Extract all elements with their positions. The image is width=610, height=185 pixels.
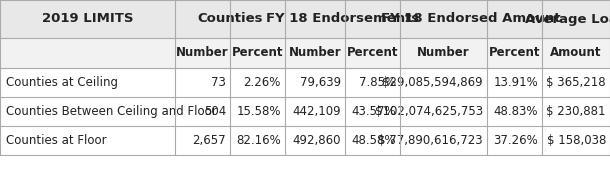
Bar: [400, 0, 542, 38]
Text: $ 158,038: $ 158,038: [547, 134, 606, 147]
Text: Average Loan: Average Loan: [525, 13, 610, 26]
Text: Percent: Percent: [346, 46, 398, 60]
Bar: [285, 0, 400, 38]
Text: 492,860: 492,860: [293, 134, 341, 147]
Text: $ 77,890,616,723: $ 77,890,616,723: [378, 134, 483, 147]
Text: 7.85%: 7.85%: [359, 76, 396, 89]
Text: Number: Number: [289, 46, 342, 60]
Text: 504: 504: [204, 105, 226, 118]
Bar: [0, 68, 610, 97]
Text: Counties: Counties: [197, 13, 263, 26]
Text: 2019 LIMITS: 2019 LIMITS: [41, 13, 133, 26]
Text: 79,639: 79,639: [300, 76, 341, 89]
Bar: [0, 38, 610, 68]
Text: Percent: Percent: [489, 46, 540, 60]
Text: FY 18 Endorsed Amount: FY 18 Endorsed Amount: [381, 13, 561, 26]
Bar: [175, 0, 285, 38]
Text: 2,657: 2,657: [192, 134, 226, 147]
Text: 43.57%: 43.57%: [351, 105, 396, 118]
Text: Number: Number: [417, 46, 470, 60]
Bar: [0, 126, 610, 155]
Bar: [542, 0, 610, 38]
Text: Percent: Percent: [232, 46, 283, 60]
Text: Counties Between Ceiling and Floor: Counties Between Ceiling and Floor: [6, 105, 217, 118]
Text: 37.26%: 37.26%: [493, 134, 538, 147]
Text: 13.91%: 13.91%: [493, 76, 538, 89]
Text: 442,109: 442,109: [292, 105, 341, 118]
Text: Amount: Amount: [550, 46, 601, 60]
Text: $ 365,218: $ 365,218: [547, 76, 606, 89]
Text: $ 230,881: $ 230,881: [547, 105, 606, 118]
Text: $102,074,625,753: $102,074,625,753: [375, 105, 483, 118]
Text: 2.26%: 2.26%: [243, 76, 281, 89]
Text: FY 18 Endorsements: FY 18 Endorsements: [266, 13, 419, 26]
Text: 48.83%: 48.83%: [493, 105, 538, 118]
Text: 48.58%: 48.58%: [351, 134, 396, 147]
Text: 73: 73: [211, 76, 226, 89]
Bar: [0, 97, 610, 126]
Bar: [0, 0, 175, 38]
Text: 82.16%: 82.16%: [236, 134, 281, 147]
Text: 15.58%: 15.58%: [237, 105, 281, 118]
Text: Number: Number: [176, 46, 229, 60]
Text: Counties at Floor: Counties at Floor: [6, 134, 107, 147]
Text: $29,085,594,869: $29,085,594,869: [382, 76, 483, 89]
Text: Counties at Ceiling: Counties at Ceiling: [6, 76, 118, 89]
